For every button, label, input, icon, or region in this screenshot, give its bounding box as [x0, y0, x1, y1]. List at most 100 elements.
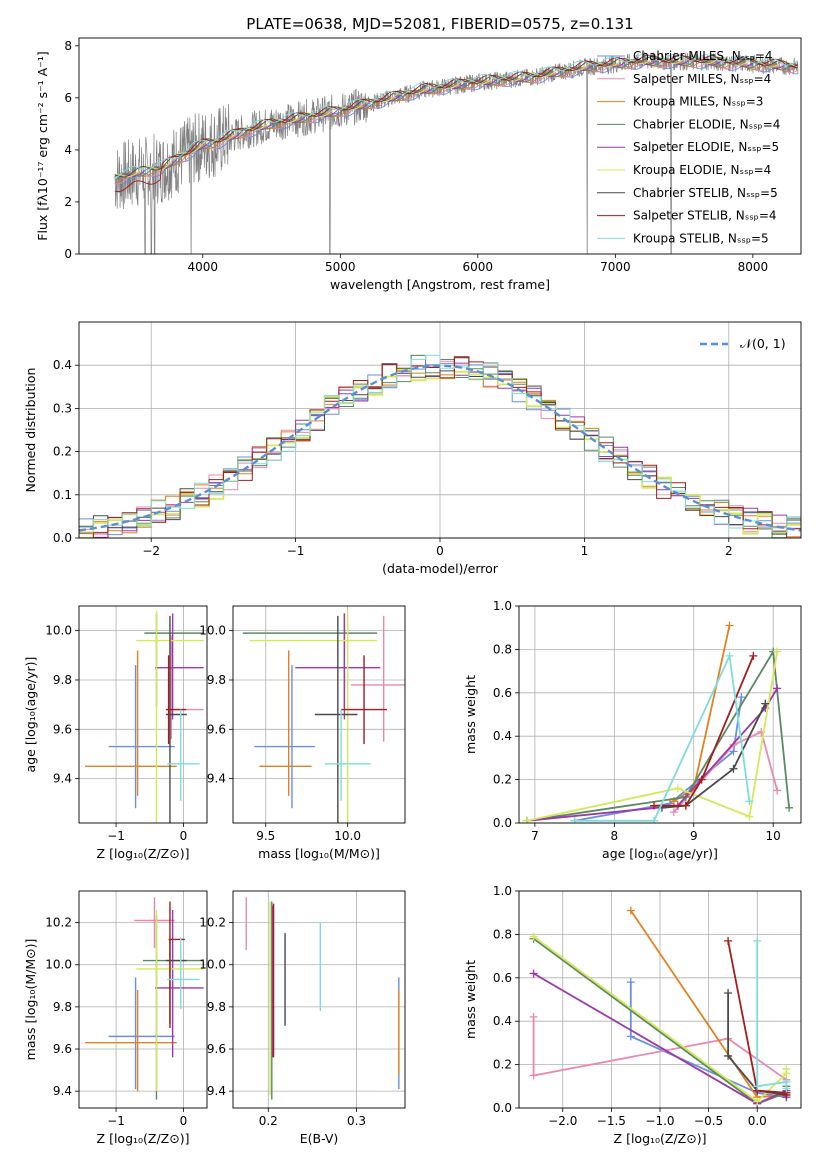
- weight-marker-kroupa-elodie: [773, 647, 782, 656]
- y-tick-label: 0.6: [493, 971, 512, 985]
- weight-marker-chabrier-miles: [626, 1032, 635, 1041]
- weight-marker-chabrier-stelib: [724, 1051, 733, 1060]
- y-tick-label: 9.6: [207, 722, 226, 736]
- mass-weight-vs-age-panel: 7 8 9 10 0.0 0.2 0.4 0.6 0.8 1.0 age [log₁₀(age/yr…: [463, 599, 802, 861]
- y-tick-label: 8: [64, 39, 72, 53]
- y-tick-label: 9.6: [207, 1042, 226, 1056]
- plot-area: [85, 610, 204, 823]
- y-tick-label: 10.0: [199, 624, 226, 638]
- residuals-panel: −2 −1 0 1 2 0.0 0.1 0.2 0.3 0.4 (data-model)/error…: [23, 321, 802, 576]
- weight-marker-salpeter-miles: [773, 786, 782, 795]
- weight-line-chabrier-stelib: [661, 703, 767, 809]
- x-tick-label: −2: [142, 544, 160, 558]
- y-tick-label: 0.8: [493, 927, 512, 941]
- x-tick-label: 5000: [325, 260, 356, 274]
- y-tick-label: 9.8: [53, 1000, 72, 1014]
- x-axis-label: Z [log₁₀(Z/Z⊙)]: [97, 846, 190, 861]
- x-tick-label: 9.5: [256, 829, 275, 843]
- y-tick-label: 0.0: [493, 816, 512, 830]
- y-tick-label: 0.2: [53, 445, 72, 459]
- y-tick-label: 9.6: [53, 722, 72, 736]
- y-tick-label: 0.6: [493, 686, 512, 700]
- x-tick-label: 10.0: [334, 829, 361, 843]
- y-tick-label: 0.0: [493, 1101, 512, 1115]
- y-tick-label: 9.8: [53, 673, 72, 687]
- weight-marker-kroupa-miles: [626, 906, 635, 915]
- weight-line-chabrier-stelib: [727, 993, 787, 1096]
- x-axis-label: mass [log₁₀(M/M⊙)]: [258, 846, 380, 861]
- plot-area: [522, 621, 794, 823]
- y-tick-label: 0.2: [493, 773, 512, 787]
- weight-marker-kroupa-stelib: [753, 1082, 762, 1091]
- axes-frame: [78, 605, 208, 824]
- weight-marker-salpeter-stelib: [681, 801, 690, 810]
- x-tick-label: −1: [107, 829, 125, 843]
- y-tick-label: 9.4: [207, 772, 226, 786]
- legend-label: Salpeter ELODIE, Nₛₛₚ=5: [633, 140, 779, 154]
- model-spectrum-line-kroupa-elodie: [114, 56, 798, 178]
- x-tick-label: 8: [611, 829, 619, 843]
- weight-marker-chabrier-miles: [626, 978, 635, 987]
- legend-label: Chabrier MILES, Nₛₛₚ=4: [633, 49, 773, 63]
- y-tick-label: 0.0: [53, 531, 72, 545]
- plot-area: [245, 897, 400, 1100]
- y-tick-label: 0.1: [53, 488, 72, 502]
- legend-label: Kroupa ELODIE, Nₛₛₚ=4: [633, 163, 771, 177]
- y-tick-label: 9.4: [207, 1084, 226, 1098]
- x-tick-label: 7000: [600, 260, 631, 274]
- axes-frame: [78, 890, 208, 1109]
- axes-frame: [518, 605, 802, 824]
- weight-line-salpeter-elodie: [526, 688, 778, 822]
- spectrum-legend: Chabrier MILES, Nₛₛₚ=4 Salpeter MILES, Nₛ…: [597, 49, 780, 245]
- x-tick-label: 0: [180, 829, 188, 843]
- weight-marker-kroupa-stelib: [782, 1084, 791, 1093]
- weight-marker-kroupa-stelib: [570, 816, 579, 823]
- legend-label: Chabrier ELODIE, Nₛₛₚ=4: [633, 117, 780, 131]
- x-tick-label: 6000: [463, 260, 494, 274]
- x-tick-label: 7: [531, 829, 539, 843]
- x-tick-label: −1: [107, 1114, 125, 1128]
- plot-area: [114, 51, 799, 254]
- weight-marker-kroupa-elodie: [673, 784, 682, 793]
- x-axis-label: Z [log₁₀(Z/Z⊙)]: [97, 1131, 190, 1146]
- x-tick-label: 0: [436, 544, 444, 558]
- gaussian-reference-line: [79, 364, 801, 532]
- x-tick-label: 0.0: [748, 1114, 767, 1128]
- model-spectrum-line-kroupa-stelib: [114, 53, 798, 178]
- age-vs-mass-panel: 9.5 10.0 9.4 9.6 9.8 10.0 mass [log₁₀(M/M⊙)]: [199, 605, 406, 861]
- x-tick-label: −2.0: [548, 1114, 577, 1128]
- model-spectrum-line-salpeter-elodie: [114, 57, 798, 178]
- legend-label-gaussian: 𝒩(0, 1): [740, 336, 786, 351]
- x-tick-label: −0.5: [694, 1114, 723, 1128]
- weight-line-kroupa-miles: [673, 625, 731, 803]
- model-spectrum-line-kroupa-miles: [114, 59, 798, 185]
- weight-marker-kroupa-stelib: [725, 651, 734, 660]
- weight-line-kroupa-stelib: [574, 652, 751, 822]
- x-tick-label: −1.5: [597, 1114, 626, 1128]
- weight-marker-chabrier-stelib: [761, 699, 770, 708]
- weight-marker-salpeter-miles: [529, 1071, 538, 1080]
- y-tick-label: 1.0: [493, 884, 512, 898]
- weight-line-salpeter-stelib: [654, 655, 755, 807]
- weight-marker-salpeter-miles: [669, 808, 678, 817]
- weight-marker-kroupa-stelib: [745, 797, 754, 806]
- y-tick-label: 1.0: [493, 599, 512, 613]
- y-tick-label: 9.4: [53, 1084, 72, 1098]
- weight-marker-kroupa-stelib: [650, 816, 659, 823]
- y-tick-label: 10.0: [45, 958, 72, 972]
- plot-area: [79, 354, 801, 538]
- mass-vs-z-panel: −1 0 9.4 9.6 9.8 10.0 10.2 Z [log₁₀(Z/Z⊙)] mass …: [23, 890, 208, 1146]
- weight-line-kroupa-elodie: [526, 651, 779, 822]
- x-tick-label: 1: [581, 544, 589, 558]
- legend-label: Kroupa MILES, Nₛₛₚ=3: [633, 95, 763, 109]
- plot-area: [85, 897, 204, 1100]
- weight-marker-chabrier-stelib: [729, 764, 738, 773]
- weight-marker-kroupa-elodie: [753, 1097, 762, 1106]
- age-vs-z-panel: −1 0 9.4 9.6 9.8 10.0 Z [log₁₀(Z/Z⊙)] age [log₁…: [23, 605, 208, 861]
- weight-marker-kroupa-elodie: [782, 1064, 791, 1073]
- y-axis-label: Flux [fλ10⁻¹⁷ erg cm⁻² s⁻¹ A⁻¹]: [35, 51, 50, 240]
- y-tick-label: 0.2: [493, 1058, 512, 1072]
- y-tick-label: 9.6: [53, 1042, 72, 1056]
- y-tick-label: 0.8: [493, 642, 512, 656]
- axes-frame: [518, 890, 802, 1109]
